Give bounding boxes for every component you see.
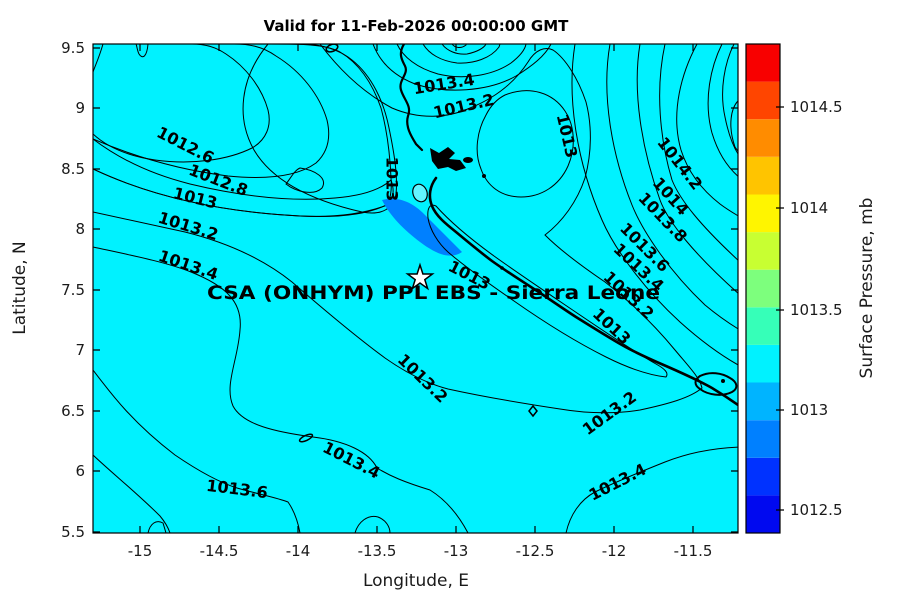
x-ticks-bottom — [139, 526, 694, 533]
star-marker — [405, 262, 435, 291]
colorbar-band — [746, 382, 780, 421]
x-ticks-top — [139, 44, 694, 51]
estuary-marks — [430, 147, 725, 383]
annotation-text: CSA (ONHYM) PPL EBS - Sierra Leone — [207, 282, 660, 304]
axes-box — [92, 43, 739, 534]
island-dot — [721, 379, 725, 383]
coast-dot-2 — [500, 266, 504, 270]
band-1012.8-coastal-strip — [427, 204, 668, 378]
band-1013.6-sw — [93, 369, 301, 533]
estuary-blob — [430, 147, 466, 171]
band-1014-sw-tip — [147, 521, 167, 533]
colorbar-band — [746, 232, 780, 270]
colorbar-tick-marks — [776, 106, 784, 511]
colorbar-band — [746, 44, 780, 82]
band-1012.6 — [93, 44, 330, 178]
colorbar-tick-label: 1014.5 — [790, 98, 843, 116]
colorbar-tick-label: 1013 — [790, 401, 828, 419]
contour-map: 1012.6 1012.8 1013 1013.2 1013.4 1013 10… — [93, 44, 738, 533]
contour-label: 1013 — [383, 157, 402, 202]
colorbar: 1014.5 1014 1013.5 1013 1012.5 Surface P… — [745, 43, 877, 534]
colorbar-ticks — [776, 106, 784, 511]
plot-title: Valid for 11-Feb-2026 00:00:00 GMT — [264, 17, 570, 35]
band-1012.6-tongue — [285, 167, 324, 193]
y-tick-label: 9.5 — [61, 39, 85, 57]
colorbar-tick-label: 1013.5 — [790, 301, 843, 319]
band-1013.4-se — [565, 446, 738, 533]
x-axis-label: Longitude, E — [363, 571, 469, 591]
band-1013.6-hump — [354, 515, 391, 533]
colorbar-tick-label: 1012.5 — [790, 501, 843, 519]
band-1014.6-ne — [722, 44, 738, 155]
x-tick-label: -14.5 — [200, 542, 239, 560]
band-1013.0-hull — [93, 44, 703, 414]
sherbro-island — [694, 372, 738, 396]
colorbar-border — [745, 43, 781, 534]
y-tick-label: 6 — [75, 462, 85, 480]
bullseye-1013.4 — [372, 44, 552, 91]
colorbar-axis-label: Surface Pressure, mb — [857, 198, 877, 379]
colorbar-band — [746, 194, 780, 233]
band-1012.8-west — [93, 138, 394, 217]
y-axis-label: Latitude, N — [10, 241, 30, 335]
bullseye-1014.2 — [451, 44, 467, 48]
colorbar-band — [746, 156, 780, 195]
band-1013.4-sw — [93, 246, 469, 533]
y-tick-label: 8 — [75, 220, 85, 238]
islet-sliver — [298, 433, 314, 443]
tick-marks — [93, 44, 738, 533]
y-tick-label: 9 — [75, 99, 85, 117]
y-ticks-right — [731, 47, 738, 533]
y-tick-label: 8.5 — [61, 160, 85, 178]
band-low-core — [93, 44, 270, 163]
x-tick-label: -12 — [602, 542, 627, 560]
band-1013.6-ne — [606, 44, 738, 330]
colorbar-band — [746, 307, 780, 345]
band-1014.4-ne — [707, 44, 738, 177]
x-tick-label: -13.5 — [358, 542, 397, 560]
y-tick-labels: 9.5 9 8.5 8 7.5 7 6.5 6 5.5 — [61, 39, 85, 541]
lake-contour — [412, 183, 428, 203]
islands-los-icon — [325, 44, 339, 53]
islet-diamond — [528, 404, 538, 418]
coastline — [298, 44, 738, 443]
x-tick-label: -15 — [128, 542, 153, 560]
bullseye-1013.8 — [422, 44, 501, 64]
base-band — [93, 44, 738, 533]
band-1012.8-junction — [382, 198, 462, 256]
colorbar-band — [746, 420, 780, 458]
colorbar-band — [746, 269, 780, 308]
band-1014-ne — [659, 44, 738, 261]
colorbar-band — [746, 119, 780, 157]
colorbar-band — [746, 344, 780, 383]
x-tick-label: -12.5 — [516, 542, 555, 560]
band-1013.8-sw — [93, 454, 171, 533]
x-tick-label: -13 — [444, 542, 469, 560]
colorbar-tick-label: 1014 — [790, 199, 828, 217]
bullseye-1013.6 — [396, 44, 527, 78]
y-tick-label: 5.5 — [61, 523, 85, 541]
coastline-main — [428, 176, 738, 407]
band-1013.4-ne — [571, 44, 738, 366]
band-1012.8-central-blob — [476, 90, 574, 198]
x-tick-labels: -15 -14.5 -14 -13.5 -13 -12.5 -12 -11.5 — [128, 542, 713, 560]
x-tick-label: -11.5 — [674, 542, 713, 560]
x-tick-label: -14 — [286, 542, 311, 560]
coastline-north — [399, 44, 424, 152]
band-1014.2-ne — [676, 44, 738, 217]
coast-dot — [482, 174, 486, 178]
band-1013.8-ne — [636, 44, 738, 294]
y-tick-label: 7 — [75, 341, 85, 359]
estuary-dot — [463, 157, 473, 163]
y-tick-label: 6.5 — [61, 402, 85, 420]
y-tick-label: 7.5 — [61, 281, 85, 299]
band-1014.8-core — [730, 100, 738, 153]
colorbar-band — [746, 457, 780, 496]
bullseye-1014 — [441, 44, 487, 55]
colorbar-band — [746, 81, 780, 120]
colorbar-band — [746, 495, 780, 533]
y-ticks-left — [93, 47, 100, 533]
